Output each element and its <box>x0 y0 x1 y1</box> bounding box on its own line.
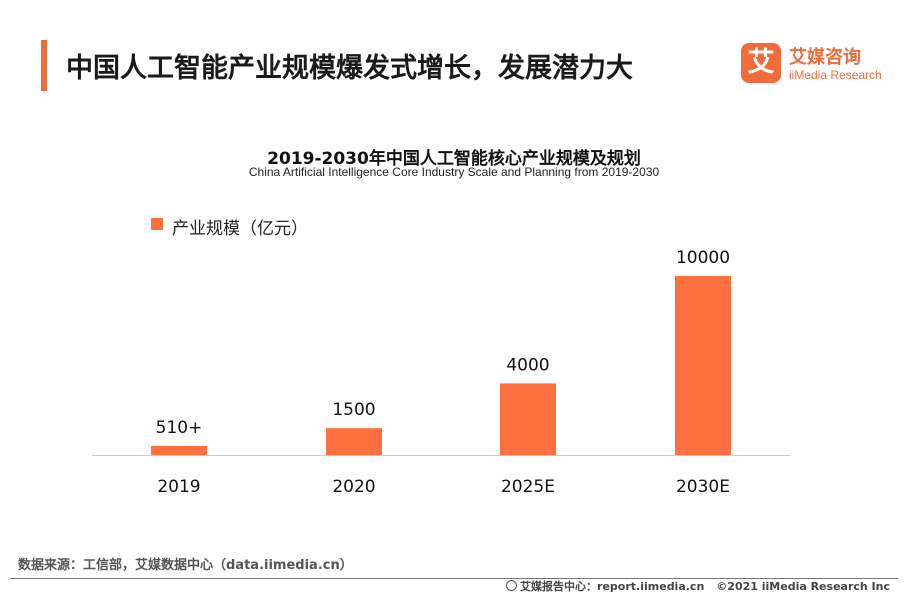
bar-2019 <box>151 445 207 455</box>
bar-2030E <box>675 276 731 455</box>
logo-name-en: iiMedia Research <box>789 68 882 82</box>
bar-2025E <box>500 383 556 455</box>
logo-name-cn: 艾媒咨询 <box>789 47 861 68</box>
data-source-note: 数据来源：工信部，艾媒数据中心（data.iimedia.cn） <box>18 558 353 573</box>
data-label-2025E: 4000 <box>506 355 549 375</box>
footer-divider <box>10 578 898 579</box>
data-label-2019: 510+ <box>156 418 203 438</box>
legend-swatch <box>151 218 163 230</box>
legend-label: 产业规模（亿元） <box>172 219 308 239</box>
x-tick-label-2025E: 2025E <box>501 477 555 497</box>
x-tick-label-2019: 2019 <box>157 477 200 497</box>
x-tick-label-2030E: 2030E <box>676 477 730 497</box>
iimedia-logo: 艾 艾媒咨询 iiMedia Research <box>741 43 891 87</box>
bar-2020 <box>326 428 382 455</box>
data-label-2030E: 10000 <box>676 248 730 268</box>
title-accent-bar <box>41 40 47 91</box>
report-center-link[interactable]: 艾媒报告中心：report.iimedia.cn <box>520 580 705 593</box>
chart-subtitle: China Artificial Intelligence Core Indus… <box>248 165 660 179</box>
copyright-text: ©2021 iiMedia Research Inc <box>716 580 890 593</box>
globe-icon <box>506 580 518 591</box>
data-label-2020: 1500 <box>332 400 375 420</box>
page-title: 中国人工智能产业规模爆发式增长，发展潜力大 <box>66 53 633 84</box>
x-tick-label-2020: 2020 <box>332 477 375 497</box>
footer-credits: 艾媒报告中心：report.iimedia.cn ©2021 iiMedia Re… <box>506 578 890 596</box>
chart-title: 2019-2030年中国人工智能核心产业规模及规划 <box>267 149 641 169</box>
iimedia-logo-icon: 艾 <box>741 43 781 83</box>
